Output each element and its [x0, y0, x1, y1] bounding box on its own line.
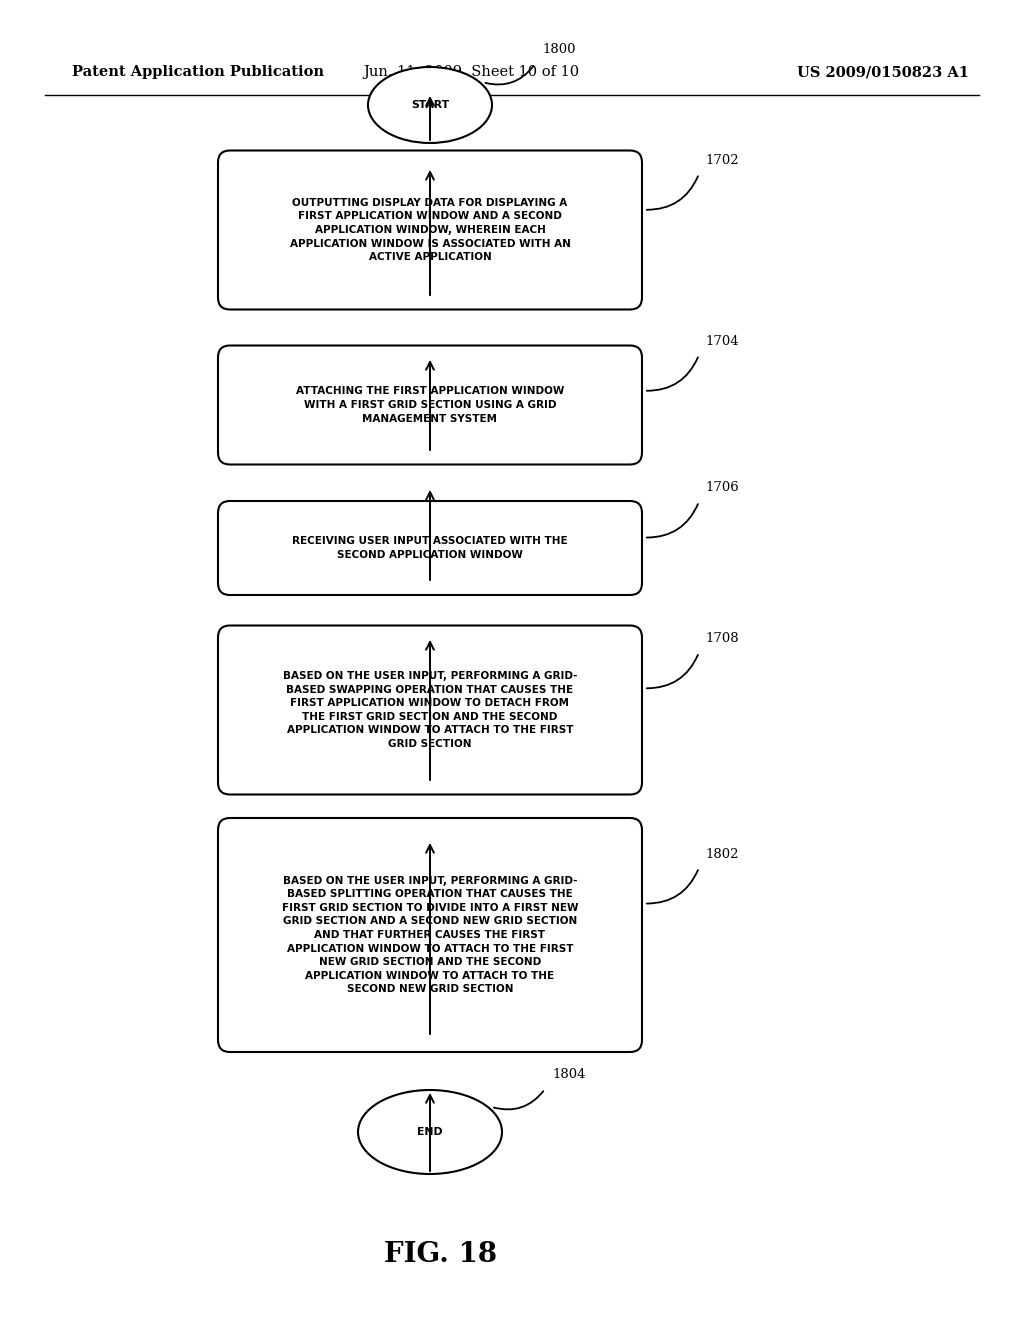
- Text: 1800: 1800: [542, 44, 575, 55]
- Text: 1802: 1802: [705, 847, 738, 861]
- Text: OUTPUTTING DISPLAY DATA FOR DISPLAYING A
FIRST APPLICATION WINDOW AND A SECOND
A: OUTPUTTING DISPLAY DATA FOR DISPLAYING A…: [290, 198, 570, 263]
- Text: END: END: [417, 1127, 442, 1137]
- FancyBboxPatch shape: [218, 818, 642, 1052]
- Text: FIG. 18: FIG. 18: [384, 1242, 497, 1269]
- Text: Jun. 11, 2009  Sheet 10 of 10: Jun. 11, 2009 Sheet 10 of 10: [362, 65, 580, 79]
- Text: 1708: 1708: [705, 632, 738, 645]
- FancyBboxPatch shape: [218, 626, 642, 795]
- Text: START: START: [411, 100, 450, 110]
- Text: BASED ON THE USER INPUT, PERFORMING A GRID-
BASED SWAPPING OPERATION THAT CAUSES: BASED ON THE USER INPUT, PERFORMING A GR…: [283, 671, 578, 748]
- Text: Patent Application Publication: Patent Application Publication: [72, 65, 324, 79]
- FancyBboxPatch shape: [218, 502, 642, 595]
- FancyBboxPatch shape: [218, 150, 642, 309]
- Text: 1702: 1702: [705, 153, 738, 166]
- FancyBboxPatch shape: [218, 346, 642, 465]
- Text: ATTACHING THE FIRST APPLICATION WINDOW
WITH A FIRST GRID SECTION USING A GRID
MA: ATTACHING THE FIRST APPLICATION WINDOW W…: [296, 387, 564, 424]
- Ellipse shape: [358, 1090, 502, 1173]
- Text: 1804: 1804: [552, 1068, 586, 1081]
- Text: 1704: 1704: [705, 335, 738, 347]
- Text: RECEIVING USER INPUT ASSOCIATED WITH THE
SECOND APPLICATION WINDOW: RECEIVING USER INPUT ASSOCIATED WITH THE…: [292, 536, 568, 560]
- Text: 1706: 1706: [705, 482, 738, 495]
- Text: US 2009/0150823 A1: US 2009/0150823 A1: [797, 65, 969, 79]
- Text: BASED ON THE USER INPUT, PERFORMING A GRID-
BASED SPLITTING OPERATION THAT CAUSE: BASED ON THE USER INPUT, PERFORMING A GR…: [282, 875, 579, 994]
- Ellipse shape: [368, 67, 492, 143]
